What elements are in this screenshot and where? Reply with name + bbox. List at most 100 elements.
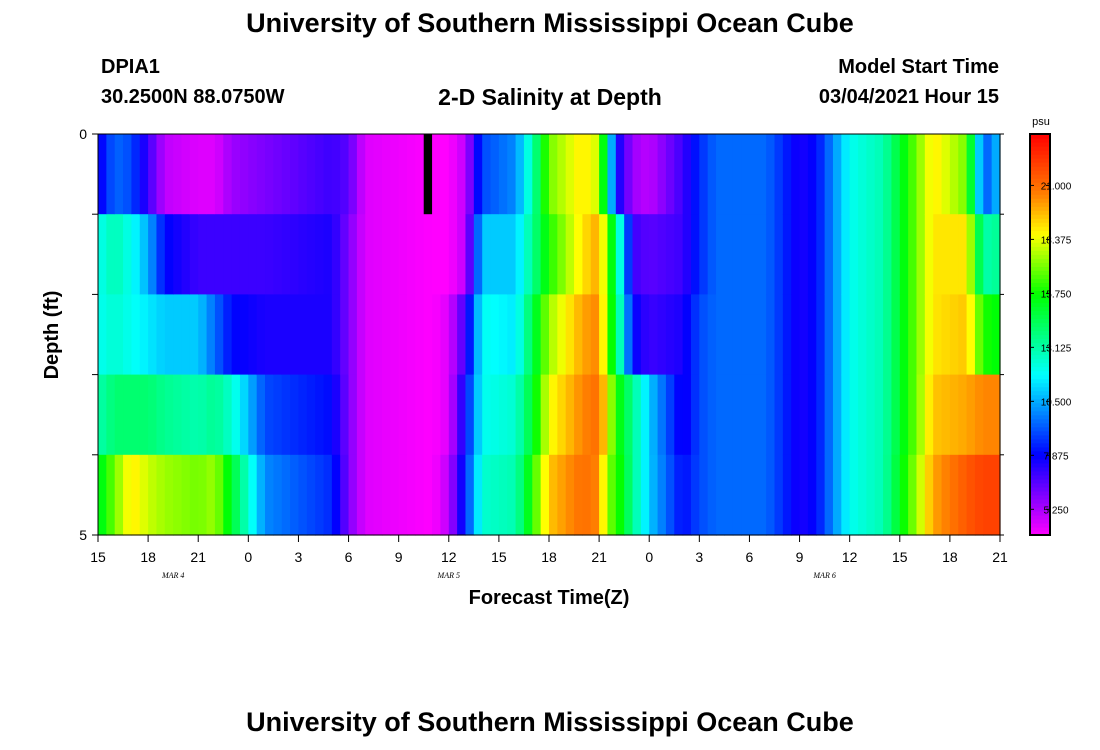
heatmap-cell bbox=[265, 374, 274, 456]
heatmap-cell bbox=[515, 374, 525, 456]
colorbar-band bbox=[1030, 374, 1050, 380]
heatmap-cell bbox=[841, 134, 851, 215]
heatmap-cell bbox=[206, 134, 216, 215]
heatmap-cell bbox=[290, 294, 300, 376]
heatmap-cells bbox=[98, 134, 1001, 536]
heatmap-cell bbox=[958, 374, 968, 456]
heatmap-cell bbox=[348, 294, 358, 376]
heatmap-cell bbox=[682, 374, 692, 456]
heatmap-cell bbox=[807, 214, 817, 295]
heatmap-cell bbox=[482, 374, 492, 456]
heatmap-cell bbox=[824, 294, 834, 376]
heatmap-cell bbox=[540, 214, 550, 295]
heatmap-cell bbox=[239, 454, 249, 536]
heatmap-cell bbox=[874, 134, 884, 215]
heatmap-cell bbox=[181, 294, 191, 376]
colorbar-band bbox=[1030, 246, 1050, 251]
heatmap-cell bbox=[181, 214, 191, 295]
heatmap-cell bbox=[749, 134, 759, 215]
x-axis: 15 18 21 0 3 6 9 12 15 18 21 0 3 6 9 12 15 18 21 MAR 4 MAR 5… bbox=[90, 535, 1008, 580]
x-tick-label: 3 bbox=[695, 549, 703, 565]
colorbar-band bbox=[1030, 174, 1050, 179]
heatmap-cell bbox=[356, 214, 366, 295]
heatmap-cell bbox=[841, 214, 851, 295]
heatmap-cell bbox=[899, 454, 909, 536]
heatmap-cell bbox=[724, 134, 734, 215]
heatmap-cell bbox=[532, 374, 542, 456]
heatmap-cell bbox=[507, 294, 517, 376]
heatmap-cell bbox=[407, 134, 416, 215]
heatmap-cell bbox=[941, 374, 951, 456]
heatmap-cell bbox=[682, 454, 692, 536]
heatmap-cell bbox=[799, 214, 809, 295]
colorbar-band bbox=[1030, 202, 1050, 207]
heatmap-cell bbox=[148, 214, 158, 295]
heatmap-cell bbox=[265, 294, 274, 376]
heatmap-cell bbox=[340, 134, 350, 215]
heatmap-cell bbox=[515, 214, 525, 295]
heatmap-cell bbox=[407, 374, 416, 456]
heatmap-cell bbox=[565, 374, 575, 456]
heatmap-cell bbox=[582, 454, 592, 536]
heatmap-cell bbox=[532, 214, 542, 295]
heatmap-cell bbox=[674, 134, 684, 215]
heatmap-cell bbox=[983, 134, 993, 215]
heatmap-cell bbox=[281, 134, 291, 215]
heatmap-cell bbox=[523, 294, 533, 376]
heatmap-cell bbox=[749, 454, 759, 536]
colorbar-tick-label: 5.250 bbox=[1043, 505, 1068, 516]
heatmap-cell bbox=[123, 214, 133, 295]
heatmap-cell bbox=[131, 374, 141, 456]
colorbar-band bbox=[1030, 442, 1050, 448]
colorbar-band bbox=[1030, 310, 1050, 316]
heatmap-cell bbox=[498, 374, 508, 456]
colorbar-tick-label: 7.875 bbox=[1043, 451, 1068, 462]
colorbar-band bbox=[1030, 266, 1050, 271]
heatmap-cell bbox=[590, 454, 600, 536]
y-axis-label: Depth (ft) bbox=[41, 291, 63, 380]
heatmap-cell bbox=[682, 294, 692, 376]
heatmap-cell bbox=[816, 214, 826, 295]
x-tick-label: 21 bbox=[591, 549, 607, 565]
heatmap-cell bbox=[381, 374, 391, 456]
heatmap-cell bbox=[866, 134, 876, 215]
heatmap-cell bbox=[665, 214, 675, 295]
heatmap-cell bbox=[599, 454, 609, 536]
heatmap-cell bbox=[849, 294, 859, 376]
heatmap-cell bbox=[983, 374, 993, 456]
colorbar-band bbox=[1030, 430, 1050, 436]
heatmap-cell bbox=[189, 294, 199, 376]
heatmap-cell bbox=[214, 214, 224, 295]
heatmap-cell bbox=[916, 454, 926, 536]
heatmap-cell bbox=[983, 454, 993, 536]
heatmap-cell bbox=[415, 294, 425, 376]
heatmap-cell bbox=[189, 134, 199, 215]
heatmap-cell bbox=[949, 294, 959, 376]
heatmap-cell bbox=[523, 214, 533, 295]
heatmap-cell bbox=[866, 294, 876, 376]
heatmap-cell bbox=[173, 374, 183, 456]
heatmap-cell bbox=[933, 374, 943, 456]
heatmap-cell bbox=[123, 294, 133, 376]
heatmap-cell bbox=[356, 134, 366, 215]
heatmap-cell bbox=[916, 214, 926, 295]
heatmap-cell bbox=[766, 294, 776, 376]
heatmap-cell bbox=[974, 454, 984, 536]
heatmap-cell bbox=[473, 294, 483, 376]
heatmap-cell bbox=[340, 454, 350, 536]
colorbar-band bbox=[1030, 414, 1050, 420]
x-tick-label: 3 bbox=[295, 549, 303, 565]
heatmap-cell bbox=[640, 374, 650, 456]
heatmap-cell bbox=[164, 454, 174, 536]
heatmap-cell bbox=[949, 134, 959, 215]
heatmap-cell bbox=[991, 294, 1001, 376]
heatmap-cell bbox=[590, 214, 600, 295]
colorbar-band bbox=[1030, 290, 1050, 295]
heatmap-cell bbox=[381, 294, 391, 376]
heatmap-cell bbox=[381, 134, 391, 215]
heatmap-cell bbox=[741, 294, 751, 376]
heatmap-cell bbox=[966, 214, 976, 295]
colorbar-band bbox=[1030, 322, 1050, 328]
heatmap-cell bbox=[365, 294, 375, 376]
